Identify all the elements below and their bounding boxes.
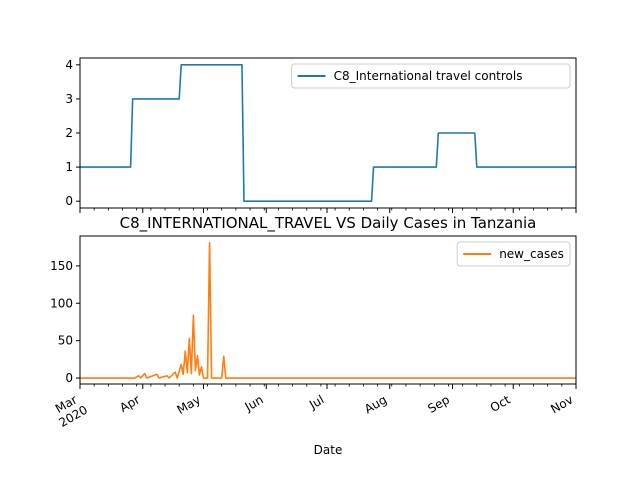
bottom-legend: new_cases	[456, 241, 571, 267]
x-tick-label: Sep	[425, 392, 452, 415]
series-line-new-cases	[80, 241, 576, 379]
y-tick-label: 150	[50, 259, 73, 273]
x-tick-label: Oct	[488, 392, 513, 415]
y-tick-label: 4	[65, 58, 73, 72]
top-legend-box	[291, 63, 571, 89]
x-tick-label: Jul	[306, 392, 326, 412]
bottom-plot-lines	[80, 241, 576, 379]
series-line-c8-international-travel-controls	[80, 64, 576, 202]
y-tick-label: 0	[65, 194, 73, 208]
y-tick-label: 50	[58, 334, 73, 348]
x-tick-label: Jun	[242, 392, 266, 414]
top-legend: C8_International travel controls	[291, 63, 571, 89]
y-tick-label: 1	[65, 160, 73, 174]
top-x-ticks	[79, 208, 577, 213]
y-tick-label: 3	[65, 92, 73, 106]
top-plot-lines	[80, 64, 576, 202]
top-y-ticks: 0 1 2 3 4	[65, 58, 80, 208]
x-tick-label: Nov	[548, 392, 575, 416]
x-axis-label: Date	[314, 443, 343, 457]
y-tick-label: 0	[65, 371, 73, 385]
chart-title: C8_INTERNATIONAL_TRAVEL VS Daily Cases i…	[120, 214, 537, 233]
bottom-axes-frame	[79, 235, 577, 385]
x-tick-label: Apr	[117, 392, 142, 415]
bottom-legend-box	[456, 241, 571, 267]
bottom-legend-label: new_cases	[499, 247, 564, 261]
y-tick-label: 100	[50, 296, 73, 310]
x-tick-label: May	[175, 392, 203, 417]
x-tick-label: Aug	[362, 392, 389, 416]
y-tick-label: 2	[65, 126, 73, 140]
top-axes-frame	[79, 57, 577, 209]
top-axes: 0 1 2 3 4 C8_International travel controls	[65, 57, 577, 213]
bottom-y-ticks: 0 50 100 150	[50, 259, 80, 385]
top-legend-label: C8_International travel controls	[334, 69, 523, 83]
